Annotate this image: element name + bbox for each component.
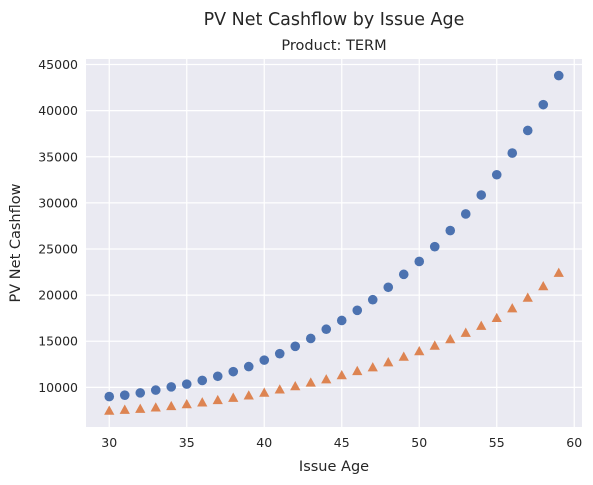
series-1-point: [321, 374, 332, 384]
plot-area: [86, 59, 582, 427]
series-1-point: [197, 397, 208, 407]
series-0-point: [476, 190, 487, 200]
series-1-point: [212, 394, 223, 405]
series-0-point: [460, 209, 471, 219]
series-0-point: [259, 355, 270, 365]
series-0-point: [352, 305, 363, 316]
series-1-point: [553, 267, 564, 277]
series-0-point: [398, 269, 409, 280]
y-tick-label: 45000: [38, 57, 78, 72]
series-0-point: [305, 333, 316, 344]
series-0-point: [119, 390, 130, 400]
series-1-point: [290, 381, 301, 391]
y-tick-label: 25000: [38, 241, 78, 256]
series-0-point: [553, 70, 564, 81]
data-marks: [104, 70, 564, 415]
series-0-point: [321, 324, 332, 335]
x-tick-label: 60: [566, 435, 582, 450]
y-tick-label: 30000: [38, 195, 78, 210]
x-tick-label: 45: [334, 435, 350, 450]
series-1-point: [538, 280, 549, 291]
series-0-point: [197, 375, 208, 386]
series-1-point: [522, 292, 533, 302]
x-tick-label: 35: [179, 435, 195, 450]
series-0-point: [274, 348, 285, 359]
series-0-point: [507, 148, 518, 158]
series-1-point: [274, 384, 285, 394]
series-0-point: [181, 379, 192, 389]
x-tick-labels: 30 35 40 45 50 55 60: [101, 435, 582, 450]
y-tick-label: 15000: [38, 334, 78, 349]
series-1-point: [104, 405, 115, 415]
x-tick-label: 50: [411, 435, 427, 450]
x-tick-label: 40: [256, 435, 272, 450]
series-1-point: [414, 345, 425, 356]
y-tick-label: 20000: [38, 288, 78, 303]
chart-title: PV Net Cashflow by Issue Age: [204, 10, 465, 30]
chart-subtitle: Product: TERM: [281, 38, 386, 54]
series-0-point: [336, 315, 347, 326]
series-0-point: [135, 388, 146, 398]
y-tick-label: 10000: [38, 380, 78, 395]
y-axis-label: PV Net Cashflow: [8, 183, 24, 302]
series-0-point: [491, 169, 502, 180]
series-0-point: [243, 361, 254, 372]
series-1-point: [305, 377, 316, 387]
series-0-point: [228, 366, 239, 377]
series-1-point: [352, 365, 363, 376]
series-1-point: [150, 402, 161, 412]
series-1-point: [476, 320, 487, 330]
series-1-point: [336, 369, 347, 380]
series-0-point: [166, 382, 177, 392]
x-tick-label: 55: [489, 435, 505, 450]
series-1-point: [135, 403, 146, 413]
series-0-point: [429, 241, 440, 252]
series-1-point: [228, 392, 239, 402]
series-1-point: [243, 390, 254, 400]
series-0-point: [383, 282, 394, 293]
series-1-point: [445, 333, 456, 344]
series-1-point: [119, 404, 130, 414]
series-0-point: [212, 371, 223, 382]
series-1-point: [398, 351, 409, 361]
series-0-point: [522, 125, 533, 136]
series-1-point: [181, 399, 192, 409]
y-tick-label: 40000: [38, 103, 78, 118]
grid: [86, 59, 582, 427]
series-1-point: [166, 400, 177, 411]
y-tick-labels: 10000 15000 20000 25000 30000 35000 40000 45000: [38, 57, 78, 395]
series-0-point: [445, 225, 456, 236]
series-1-point: [383, 357, 394, 367]
series-0-point: [104, 391, 115, 402]
series-0-point: [290, 341, 301, 352]
series-0-point: [414, 256, 425, 267]
x-tick-label: 30: [101, 435, 117, 450]
x-axis-label: Issue Age: [299, 459, 369, 475]
series-1-point: [507, 303, 518, 313]
series-1-point: [259, 387, 270, 397]
series-0-point: [150, 385, 161, 395]
series-0-point: [367, 294, 378, 305]
series-1-point: [460, 327, 471, 337]
series-1-point: [491, 312, 502, 323]
series-0-point: [538, 99, 549, 110]
series-1-point: [367, 362, 378, 372]
y-tick-label: 35000: [38, 149, 78, 164]
series-1-point: [429, 340, 440, 350]
